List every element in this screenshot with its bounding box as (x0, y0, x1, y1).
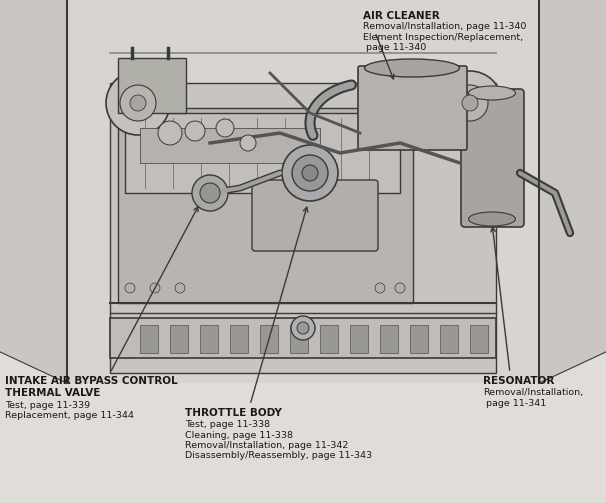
Bar (200, 325, 218, 353)
Circle shape (302, 165, 318, 181)
Bar (140, 128, 320, 163)
Text: Test, page 11-339: Test, page 11-339 (5, 401, 90, 410)
Bar (110, 83, 496, 373)
Circle shape (375, 283, 385, 293)
Circle shape (150, 283, 160, 293)
Bar (290, 325, 308, 353)
Bar (118, 58, 186, 113)
Circle shape (175, 283, 185, 293)
Ellipse shape (468, 86, 516, 100)
Bar (320, 325, 338, 353)
Text: Cleaning, page 11-338: Cleaning, page 11-338 (185, 431, 293, 440)
Circle shape (130, 95, 146, 111)
Bar (440, 325, 458, 353)
Circle shape (185, 121, 205, 141)
Text: THROTTLE BODY: THROTTLE BODY (185, 408, 282, 418)
Bar (380, 325, 398, 353)
Circle shape (106, 71, 170, 135)
Bar (140, 325, 158, 353)
Circle shape (120, 85, 156, 121)
Circle shape (216, 119, 234, 137)
Ellipse shape (468, 212, 516, 226)
Ellipse shape (364, 59, 459, 77)
Circle shape (292, 155, 328, 191)
Polygon shape (539, 0, 606, 383)
FancyBboxPatch shape (461, 89, 524, 227)
Text: Test, page 11-338: Test, page 11-338 (185, 420, 270, 429)
Bar (230, 325, 248, 353)
FancyBboxPatch shape (252, 180, 378, 251)
Text: Disassembly/Reassembly, page 11-343: Disassembly/Reassembly, page 11-343 (185, 452, 372, 461)
Text: Removal/Installation, page 11-342: Removal/Installation, page 11-342 (185, 441, 348, 450)
Bar (125, 113, 400, 193)
Text: Removal/Installation,: Removal/Installation, (483, 388, 583, 397)
Bar (118, 108, 413, 303)
Polygon shape (0, 0, 67, 383)
Circle shape (240, 135, 256, 151)
Circle shape (395, 283, 405, 293)
Circle shape (462, 95, 478, 111)
Bar (260, 325, 278, 353)
Polygon shape (67, 0, 539, 383)
Bar (350, 325, 368, 353)
Circle shape (158, 121, 182, 145)
Bar (410, 325, 428, 353)
Text: INTAKE AIR BYPASS CONTROL: INTAKE AIR BYPASS CONTROL (5, 376, 178, 386)
Circle shape (438, 71, 502, 135)
Text: Replacement, page 11-344: Replacement, page 11-344 (5, 411, 134, 421)
Circle shape (192, 175, 228, 211)
Text: page 11-340: page 11-340 (363, 43, 426, 52)
Bar (470, 325, 488, 353)
Text: Removal/Installation, page 11-340: Removal/Installation, page 11-340 (363, 22, 527, 31)
Text: RESONATOR: RESONATOR (483, 376, 554, 386)
Circle shape (282, 145, 338, 201)
Text: page 11-341: page 11-341 (483, 398, 546, 407)
Text: Element Inspection/Replacement,: Element Inspection/Replacement, (363, 33, 523, 42)
Circle shape (452, 85, 488, 121)
Circle shape (125, 283, 135, 293)
Text: THERMAL VALVE: THERMAL VALVE (5, 388, 101, 398)
Circle shape (200, 183, 220, 203)
Bar (110, 318, 496, 358)
Circle shape (291, 316, 315, 340)
Text: AIR CLEANER: AIR CLEANER (363, 11, 440, 21)
Bar (170, 325, 188, 353)
FancyBboxPatch shape (358, 66, 467, 150)
Circle shape (297, 322, 309, 334)
